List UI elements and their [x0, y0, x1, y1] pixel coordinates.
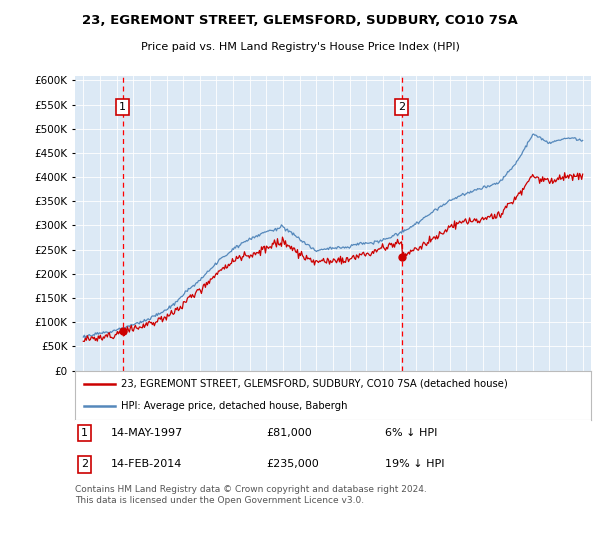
Text: 23, EGREMONT STREET, GLEMSFORD, SUDBURY, CO10 7SA (detached house): 23, EGREMONT STREET, GLEMSFORD, SUDBURY,…	[121, 379, 508, 389]
Text: 23, EGREMONT STREET, GLEMSFORD, SUDBURY, CO10 7SA: 23, EGREMONT STREET, GLEMSFORD, SUDBURY,…	[82, 14, 518, 27]
Text: 14-FEB-2014: 14-FEB-2014	[111, 459, 182, 469]
Text: Price paid vs. HM Land Registry's House Price Index (HPI): Price paid vs. HM Land Registry's House …	[140, 42, 460, 52]
Text: £81,000: £81,000	[266, 428, 311, 438]
Text: 19% ↓ HPI: 19% ↓ HPI	[385, 459, 444, 469]
Text: Contains HM Land Registry data © Crown copyright and database right 2024.
This d: Contains HM Land Registry data © Crown c…	[75, 485, 427, 505]
Text: 1: 1	[119, 102, 126, 112]
Text: 14-MAY-1997: 14-MAY-1997	[111, 428, 184, 438]
Text: HPI: Average price, detached house, Babergh: HPI: Average price, detached house, Babe…	[121, 402, 348, 412]
Text: 1: 1	[81, 428, 88, 438]
Text: 2: 2	[398, 102, 405, 112]
Text: £235,000: £235,000	[266, 459, 319, 469]
Text: 6% ↓ HPI: 6% ↓ HPI	[385, 428, 437, 438]
Text: 2: 2	[81, 459, 88, 469]
